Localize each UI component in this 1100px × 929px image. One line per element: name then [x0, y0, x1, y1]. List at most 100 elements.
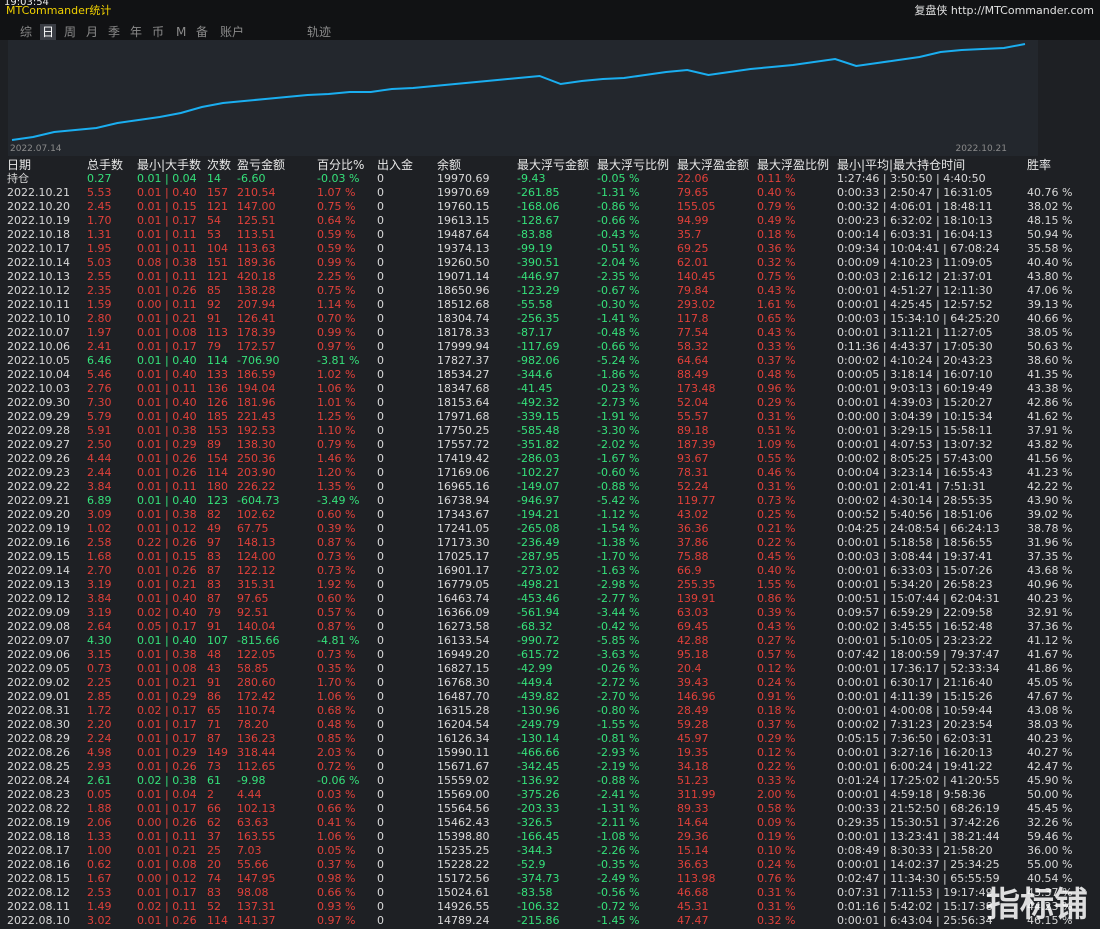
cell: -5.42 % — [597, 494, 640, 507]
cell: 69.45 — [677, 620, 709, 633]
cell: 0.57 % — [317, 606, 356, 619]
cell: 19071.14 — [437, 270, 490, 283]
cell: 2.06 — [87, 816, 112, 829]
cell: 87 — [207, 732, 221, 745]
cell: 0.01 | 0.17 — [137, 886, 197, 899]
x-tick-label: 2022.10.21 — [955, 144, 1007, 154]
cell: 0 — [377, 200, 384, 213]
cell: 15990.11 — [437, 746, 490, 759]
tab[interactable]: 备 — [196, 25, 209, 39]
cell: 45.05 % — [1027, 676, 1073, 689]
cell: 37.91 % — [1027, 424, 1073, 437]
cell: 0.64 % — [317, 214, 356, 227]
cell: -2.77 % — [597, 592, 640, 605]
cell: 0.01 | 0.17 — [137, 732, 197, 745]
tab[interactable]: 季 — [108, 25, 121, 39]
cell: 155.05 — [677, 200, 716, 213]
cell: 0.01 | 0.38 — [137, 424, 197, 437]
cell: 0.35 % — [317, 662, 356, 675]
chart-area — [8, 40, 1038, 156]
cell: 1.59 — [87, 298, 112, 311]
cell: -5.85 % — [597, 634, 640, 647]
cell: 146.96 — [677, 690, 716, 703]
row-label: 2022.08.25 — [7, 760, 70, 773]
cell: 0 — [377, 760, 384, 773]
cell: 2.24 — [87, 732, 112, 745]
tab[interactable]: 年 — [130, 25, 143, 39]
cell: 2.35 — [87, 284, 112, 297]
cell: 102.13 — [237, 802, 276, 815]
cell: 55.66 — [237, 858, 269, 871]
cell: 0 — [377, 396, 384, 409]
cell: 92 — [207, 298, 221, 311]
cell: 59.46 % — [1027, 830, 1073, 843]
cell: 104 — [207, 242, 228, 255]
cell: -52.9 — [517, 858, 546, 871]
tab[interactable]: 综 — [20, 25, 33, 39]
row-label: 2022.08.10 — [7, 914, 70, 927]
cell: 141.37 — [237, 914, 276, 927]
cell: 16738.94 — [437, 494, 490, 507]
tab[interactable]: M — [176, 25, 187, 39]
cell: 0:09:34 | 10:04:41 | 67:08:24 — [837, 242, 1000, 255]
cell: 0.01 | 0.15 — [137, 200, 197, 213]
cell: 16827.15 — [437, 662, 490, 675]
cell: 0 — [377, 606, 384, 619]
cell: 6.89 — [87, 494, 112, 507]
cell: 16463.74 — [437, 592, 490, 605]
cell: 0.01 | 0.11 — [137, 382, 197, 395]
tab[interactable]: 币 — [152, 25, 165, 39]
cell: 0.76 % — [757, 872, 796, 885]
tab[interactable]: 月 — [86, 25, 99, 39]
cell: 0:00:02 | 3:45:55 | 16:52:48 — [837, 620, 993, 633]
cell: 54 — [207, 214, 221, 227]
cell: 40.76 % — [1027, 186, 1073, 199]
cell: -130.96 — [517, 704, 560, 717]
cell: -106.32 — [517, 900, 560, 913]
cell: 15228.22 — [437, 858, 490, 871]
tab[interactable]: 周 — [64, 25, 77, 39]
cell: 0.31 % — [757, 480, 796, 493]
cell: -166.45 — [517, 830, 560, 843]
cell: 318.44 — [237, 746, 276, 759]
row-label: 2022.09.30 — [7, 396, 70, 409]
tab[interactable]: 日 — [40, 24, 57, 40]
tab[interactable]: 账户 — [220, 25, 245, 39]
cell: 15462.43 — [437, 816, 490, 829]
cell: 39.02 % — [1027, 508, 1073, 521]
cell: -3.63 % — [597, 648, 640, 661]
cell: 32.91 % — [1027, 606, 1073, 619]
cell: -1.67 % — [597, 452, 640, 465]
cell: 0.05 | 0.17 — [137, 620, 197, 633]
row-label: 2022.09.19 — [7, 522, 70, 535]
cell: 185 — [207, 410, 228, 423]
cell: 0.21 % — [757, 522, 796, 535]
tab[interactable]: 轨迹 — [307, 25, 332, 39]
cell: 0:00:33 | 21:52:50 | 68:26:19 — [837, 802, 1000, 815]
cell: 315.31 — [237, 578, 276, 591]
top-bar — [0, 0, 1100, 40]
row-label: 2022.10.18 — [7, 228, 70, 241]
cell: 0 — [377, 774, 384, 787]
cell: 89 — [207, 438, 221, 451]
cell: 1.31 — [87, 228, 112, 241]
cell: 0.11 % — [757, 172, 796, 185]
cell: 0 — [377, 424, 384, 437]
cell: 0.93 % — [317, 900, 356, 913]
row-label: 2022.10.04 — [7, 368, 70, 381]
cell: 0.73 % — [317, 564, 356, 577]
cell: 181.96 — [237, 396, 276, 409]
cell: 1.02 % — [317, 368, 356, 381]
cell: -2.72 % — [597, 676, 640, 689]
cell: 0:00:01 | 3:27:16 | 16:20:13 — [837, 746, 993, 759]
column-header: 日期 — [7, 158, 32, 172]
cell: 138.28 — [237, 284, 276, 297]
cell: -249.79 — [517, 718, 560, 731]
cell: 0.01 | 0.04 — [137, 172, 197, 185]
cell: -286.03 — [517, 452, 560, 465]
cell: 173.48 — [677, 382, 716, 395]
cell: 0:00:01 | 4:07:53 | 13:07:32 — [837, 438, 993, 451]
cell: 79.65 — [677, 186, 709, 199]
cell: -2.04 % — [597, 256, 640, 269]
